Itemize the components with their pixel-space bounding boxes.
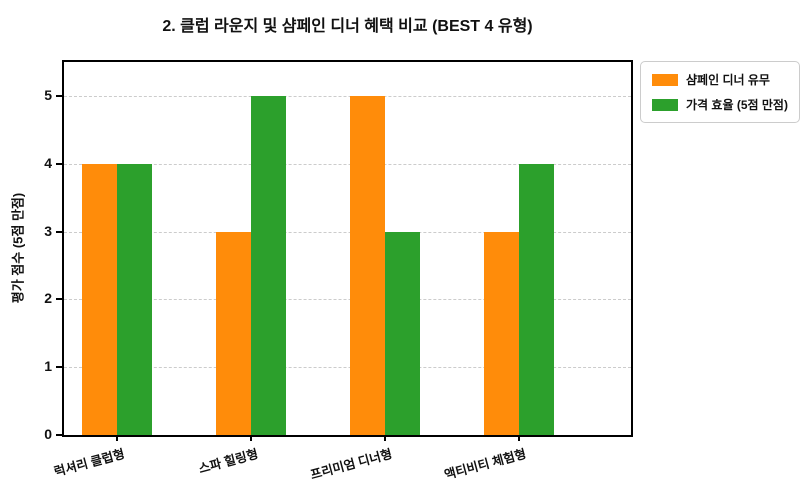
y-tick-mark-4: [56, 162, 62, 165]
legend-swatch-green: [652, 98, 678, 111]
x-tick-mark-3: [383, 435, 386, 441]
bar-price-4: [519, 163, 555, 435]
x-tick-label-2: 스파 힐링형: [197, 446, 260, 477]
bar-price-1: [117, 163, 153, 435]
y-tick-label-5: 5: [44, 87, 52, 104]
gridline-y-4: [64, 163, 631, 165]
legend-swatch-orange: [652, 73, 678, 86]
x-tick-mark-4: [518, 435, 521, 441]
y-tick-mark-1: [56, 366, 62, 369]
x-tick-label-4: 액티비티 체험형: [443, 446, 528, 483]
bar-champagne-4: [484, 231, 520, 435]
gridline-y-2: [64, 299, 631, 301]
y-tick-mark-2: [56, 298, 62, 301]
chart-title: 2. 클럽 라운지 및 샴페인 디너 혜택 비교 (BEST 4 유형): [162, 18, 533, 35]
bar-champagne-3: [349, 95, 385, 435]
y-tick-label-2: 2: [44, 290, 52, 307]
legend-entry-champagne-dinner: 샴페인 디너 유무: [652, 71, 788, 88]
gridline-y-1: [64, 367, 631, 369]
y-tick-label-1: 1: [44, 358, 52, 375]
bar-champagne-1: [82, 163, 118, 435]
legend-label: 가격 효율 (5점 만점): [686, 98, 788, 112]
bar-price-3: [384, 231, 420, 435]
y-tick-label-0: 0: [44, 426, 52, 443]
legend-entry-price-efficiency: 가격 효율 (5점 만점): [652, 96, 788, 113]
y-tick-label-3: 3: [44, 222, 52, 239]
gridline-y-3: [64, 231, 631, 233]
x-tick-label-3: 프리미엄 디너형: [308, 446, 394, 483]
y-tick-mark-5: [56, 94, 62, 97]
y-tick-mark-0: [56, 434, 62, 436]
plot-area: 0 1 2 3 4 5 럭셔리 클럽형 스파 힐링형 프리미엄 디너형 액티비티 체험형: [44, 60, 633, 482]
y-tick-label-4: 4: [44, 154, 52, 171]
x-tick-label-1: 럭셔리 클럽형: [52, 446, 126, 480]
legend: 샴페인 디너 유무 가격 효율 (5점 만점): [640, 61, 800, 123]
x-tick-mark-2: [250, 435, 253, 441]
legend-label: 샴페인 디너 유무: [686, 73, 770, 87]
x-tick-mark-1: [116, 435, 119, 441]
y-axis-label: 평가 점수 (5점 만점): [10, 192, 26, 304]
y-tick-mark-3: [56, 230, 62, 233]
bar-champagne-2: [216, 231, 252, 435]
bar-price-2: [251, 95, 287, 435]
gridline-y-5: [64, 95, 631, 97]
